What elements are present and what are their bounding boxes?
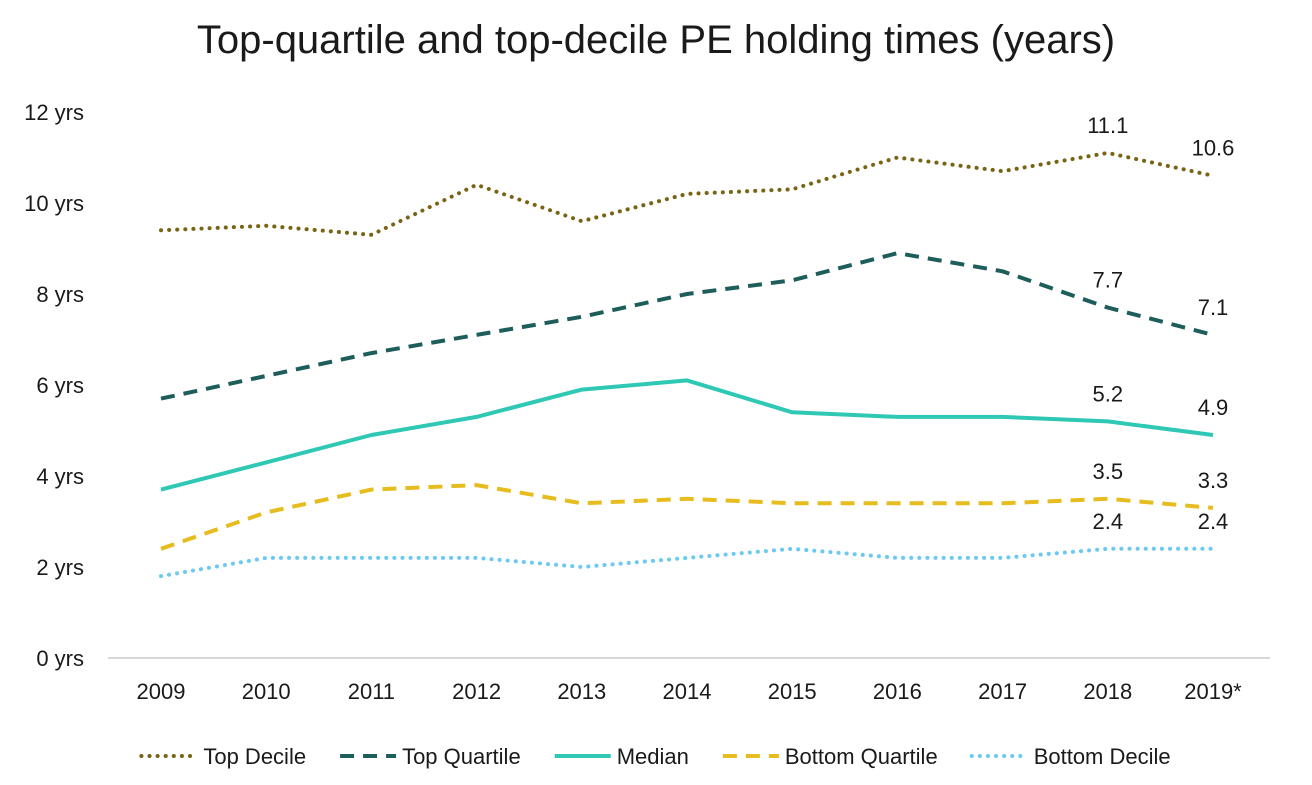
legend-label: Top Quartile (402, 744, 521, 769)
y-tick-label: 8 yrs (36, 282, 84, 307)
y-tick-label: 4 yrs (36, 464, 84, 489)
data-label: 11.1 (1087, 113, 1128, 138)
legend-label: Top Decile (203, 744, 306, 769)
legend-label: Bottom Decile (1034, 744, 1171, 769)
chart-title: Top-quartile and top-decile PE holding t… (196, 18, 1116, 62)
data-label: 7.7 (1093, 268, 1124, 293)
x-tick-label: 2010 (242, 679, 291, 704)
series-line-bottom-decile (159, 546, 1215, 579)
data-label: 2.4 (1093, 509, 1124, 534)
series-line-median (160, 378, 1214, 492)
legend-label: Median (617, 744, 689, 769)
x-tick-label: 2019* (1184, 679, 1242, 704)
x-tick-label: 2012 (452, 679, 501, 704)
legend-item-top-decile: Top Decile (139, 744, 306, 769)
x-tick-label: 2009 (137, 679, 186, 704)
y-tick-label: 0 yrs (36, 646, 84, 671)
y-tick-label: 2 yrs (36, 555, 84, 580)
data-label: 2.4 (1198, 509, 1229, 534)
y-tick-label: 6 yrs (36, 373, 84, 398)
x-tick-label: 2016 (873, 679, 922, 704)
y-tick-label: 12 yrs (24, 100, 84, 125)
x-tick-label: 2018 (1083, 679, 1132, 704)
data-label: 3.5 (1093, 459, 1124, 484)
data-label: 3.3 (1198, 468, 1229, 493)
series-line-bottom-quartile (160, 483, 1214, 551)
data-label: 10.6 (1192, 136, 1235, 161)
legend-item-median: Median (554, 744, 689, 769)
x-tick-label: 2014 (663, 679, 712, 704)
data-label: 4.9 (1198, 395, 1229, 420)
legend-label: Bottom Quartile (785, 744, 938, 769)
legend-item-bottom-decile: Bottom Decile (969, 744, 1171, 769)
legend-item-top-quartile: Top Quartile (340, 744, 521, 769)
data-label: 5.2 (1093, 381, 1124, 406)
y-tick-label: 10 yrs (24, 191, 84, 216)
legend-item-bottom-quartile: Bottom Quartile (722, 744, 938, 769)
series-line-top-quartile (160, 251, 1214, 401)
data-label: 7.1 (1198, 295, 1229, 320)
x-tick-label: 2015 (768, 679, 817, 704)
series-line-top-decile (159, 150, 1215, 237)
x-tick-label: 2013 (557, 679, 606, 704)
x-tick-label: 2011 (348, 679, 395, 704)
x-tick-label: 2017 (978, 679, 1027, 704)
